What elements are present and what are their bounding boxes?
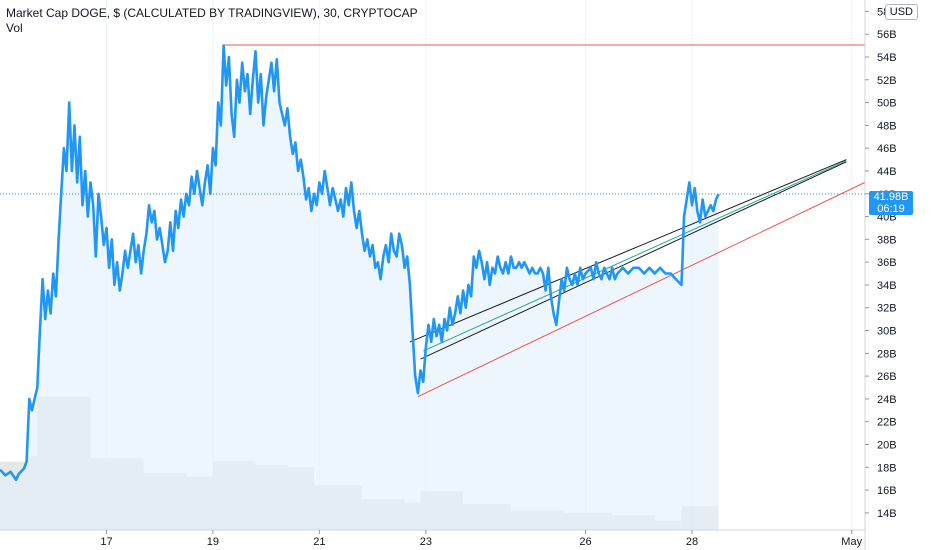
- price-area: [0, 45, 719, 530]
- last-price-value: 41.98B: [873, 191, 909, 203]
- price-area-fill: [0, 45, 719, 530]
- trendline: [417, 181, 866, 398]
- time-tick-label: 23: [420, 536, 432, 548]
- price-tick-label: 38B: [877, 234, 897, 246]
- price-tick-label: 28B: [877, 348, 897, 360]
- time-tick-label: 26: [579, 536, 591, 548]
- time-tick-label: 17: [100, 536, 112, 548]
- price-tick-label: 52B: [877, 75, 897, 87]
- price-tick-label: 34B: [877, 280, 897, 292]
- price-tick-label: 50B: [877, 98, 897, 110]
- price-tick-label: 18B: [877, 462, 897, 474]
- price-tick-label: 24B: [877, 394, 897, 406]
- price-tick-label: 56B: [877, 29, 897, 41]
- time-axis[interactable]: 17 19 21 23 26 28 May: [100, 530, 863, 548]
- last-price-badge: 41.98B 06:19: [869, 191, 913, 215]
- volume-label[interactable]: Vol: [6, 21, 23, 35]
- price-tick-label: 20B: [877, 440, 897, 452]
- time-tick-label: 19: [207, 536, 219, 548]
- trendline: [420, 161, 847, 360]
- price-tick-label: 16B: [877, 485, 897, 497]
- price-axis[interactable]: 14B 16B 18B 20B 22B 24B 26B 28B 30B 32B 34B 36B 38B 4…: [865, 6, 897, 520]
- time-tick-label: May: [841, 536, 862, 548]
- price-line: [0, 44, 720, 482]
- time-tick-label: 28: [686, 536, 698, 548]
- trendline: [422, 160, 847, 352]
- trendline: [409, 159, 847, 343]
- price-tick-label: 54B: [877, 52, 897, 64]
- price-tick-label: 36B: [877, 257, 897, 269]
- trendlines[interactable]: [223, 44, 866, 398]
- price-tick-label: 46B: [877, 143, 897, 155]
- price-tick-label: 26B: [877, 371, 897, 383]
- price-tick-label: 44B: [877, 166, 897, 178]
- chart-legend: Market Cap DOGE, $ (CALCULATED BY TRADIN…: [6, 6, 418, 36]
- price-tick-label: 32B: [877, 303, 897, 315]
- price-series: [0, 44, 720, 482]
- bar-countdown: 06:19: [877, 203, 905, 215]
- time-tick-label: 21: [313, 536, 325, 548]
- price-tick-label: 14B: [877, 508, 897, 520]
- price-tick-label: 22B: [877, 417, 897, 429]
- symbol-title[interactable]: Market Cap DOGE, $ (CALCULATED BY TRADIN…: [6, 6, 418, 20]
- price-tick-label: 30B: [877, 326, 897, 338]
- currency-button[interactable]: USD: [884, 4, 918, 20]
- price-tick-label: 48B: [877, 120, 897, 132]
